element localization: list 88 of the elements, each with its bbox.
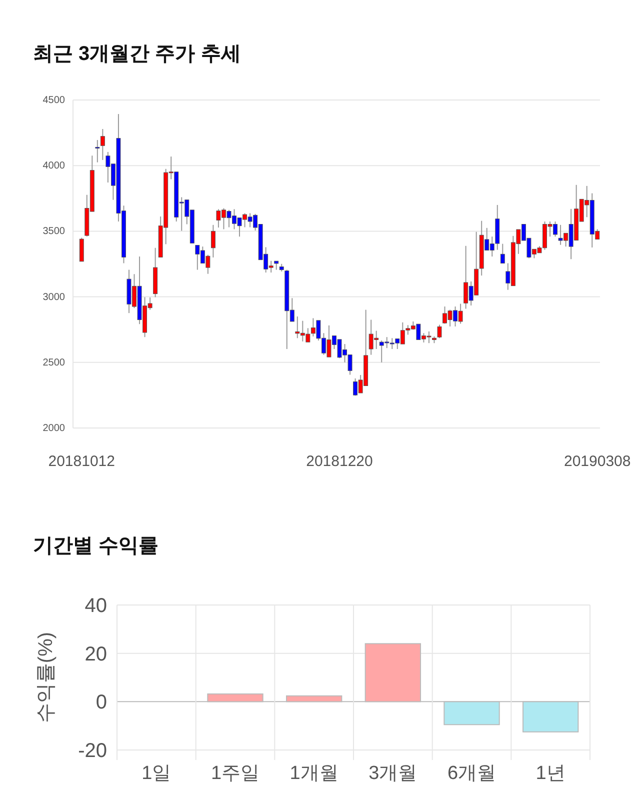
y-tick-label: 2500 bbox=[42, 357, 66, 368]
candlestick bbox=[332, 335, 336, 350]
candlestick bbox=[290, 298, 294, 322]
candlestick bbox=[184, 199, 190, 225]
candlestick bbox=[506, 262, 510, 290]
x-tick-label: 6개월 bbox=[447, 763, 496, 784]
chart-title: 최근 3개월간 주가 추세 bbox=[33, 43, 241, 65]
candlestick bbox=[368, 319, 374, 356]
candlestick bbox=[110, 163, 116, 200]
candlestick bbox=[342, 344, 347, 363]
x-tick-label: 1일 bbox=[142, 763, 172, 784]
candlestick bbox=[421, 332, 426, 343]
candlestick bbox=[106, 151, 110, 184]
candlestick bbox=[168, 156, 174, 180]
candlestick bbox=[553, 220, 558, 238]
candlestick bbox=[468, 280, 474, 306]
y-tick-label: 4500 bbox=[42, 95, 66, 106]
candlestick bbox=[458, 303, 463, 324]
candlestick bbox=[216, 208, 221, 228]
candlestick bbox=[237, 217, 242, 238]
x-tick-label: 20181220 bbox=[306, 453, 373, 470]
candlestick bbox=[300, 320, 305, 342]
candlestick bbox=[516, 228, 521, 254]
y-tick-label: 3000 bbox=[42, 292, 66, 303]
candlestick bbox=[348, 354, 352, 376]
x-tick-label: 1주일 bbox=[210, 763, 260, 784]
candlestick bbox=[395, 338, 400, 350]
candlestick bbox=[321, 332, 326, 356]
x-tick-label: 3개월 bbox=[368, 763, 418, 784]
candlestick bbox=[226, 209, 232, 228]
candlestick bbox=[464, 245, 468, 310]
candlestick bbox=[584, 185, 590, 218]
candlestick bbox=[406, 324, 410, 336]
candlestick bbox=[310, 318, 316, 337]
x-tick-label: 1개월 bbox=[290, 763, 338, 784]
candlestick bbox=[442, 306, 447, 324]
candlestick bbox=[484, 227, 490, 251]
candlestick bbox=[295, 316, 300, 339]
candlestick bbox=[558, 224, 563, 246]
candlestick bbox=[306, 328, 310, 343]
candlestick bbox=[326, 324, 332, 358]
chart-title: 기간별 수익률 bbox=[33, 535, 159, 557]
candlestick bbox=[195, 244, 200, 270]
y-tick-label: 3500 bbox=[42, 226, 66, 238]
candlestick bbox=[448, 309, 452, 327]
y-axis-title: 수익률(%) bbox=[35, 632, 57, 724]
candlestick bbox=[132, 274, 136, 309]
candlestick bbox=[453, 306, 458, 327]
y-tick-label: 20 bbox=[84, 643, 107, 666]
candlestick bbox=[200, 246, 205, 264]
y-tick-label: -20 bbox=[78, 740, 107, 762]
candlestick bbox=[148, 296, 152, 310]
candlestick bbox=[242, 212, 247, 228]
candlestick bbox=[232, 208, 236, 230]
y-tick-label: 0 bbox=[96, 692, 107, 714]
candlestick bbox=[532, 248, 536, 259]
x-tick-label: 1년 bbox=[536, 763, 566, 784]
candlestick bbox=[426, 330, 432, 344]
candlestick bbox=[437, 324, 442, 339]
candlestick bbox=[248, 212, 252, 228]
candlestick bbox=[100, 128, 105, 160]
x-tick-label: 20190308 bbox=[564, 453, 631, 470]
candlestick bbox=[384, 336, 390, 349]
candlestick bbox=[390, 338, 394, 350]
candlestick bbox=[95, 140, 100, 163]
candlestick bbox=[542, 220, 547, 250]
candlestick bbox=[374, 330, 379, 350]
candlestick bbox=[379, 340, 384, 363]
candlestick bbox=[490, 236, 494, 258]
candlestick bbox=[400, 322, 405, 345]
candlestick bbox=[548, 220, 552, 238]
y-tick-label: 4000 bbox=[42, 160, 66, 172]
candlestick bbox=[358, 374, 363, 394]
x-tick-label: 20181012 bbox=[48, 453, 116, 470]
candlestick bbox=[595, 228, 600, 240]
candlestick bbox=[222, 208, 226, 230]
candlestick bbox=[500, 243, 505, 264]
candlestick bbox=[353, 378, 358, 396]
y-tick-label: 40 bbox=[84, 595, 107, 617]
candlestick bbox=[206, 254, 210, 274]
y-tick-label: 2000 bbox=[42, 423, 66, 434]
candlestick bbox=[210, 224, 216, 258]
candlestick bbox=[564, 232, 568, 248]
candlestick bbox=[179, 196, 184, 232]
candlestick bbox=[253, 213, 258, 232]
candlestick bbox=[268, 260, 274, 274]
candlestick bbox=[568, 208, 574, 260]
candlestick bbox=[264, 246, 268, 274]
